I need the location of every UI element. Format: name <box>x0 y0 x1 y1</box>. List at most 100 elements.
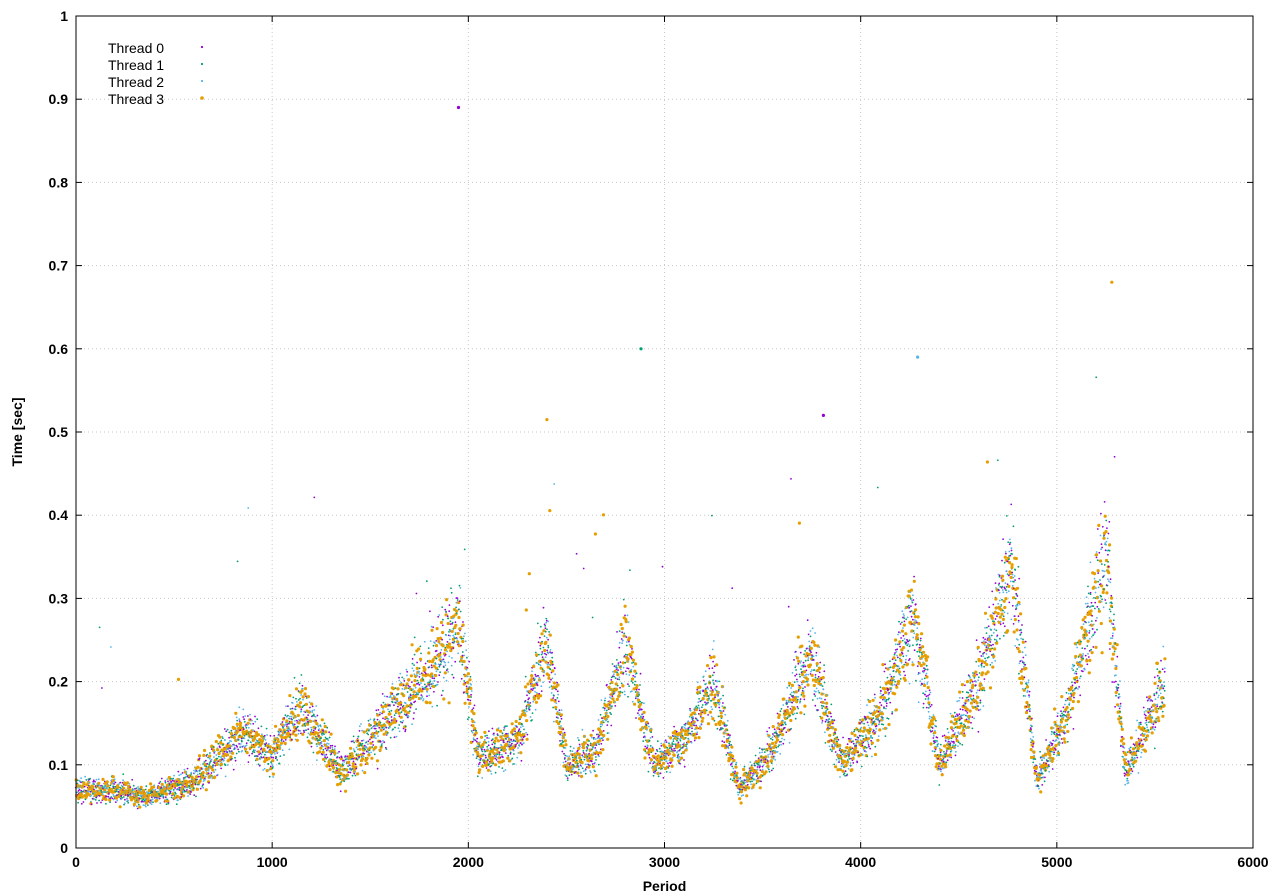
scatter-point <box>515 743 517 746</box>
scatter-point <box>547 638 549 641</box>
scatter-point <box>625 636 628 638</box>
scatter-point <box>505 738 507 740</box>
scatter-point <box>729 740 731 743</box>
scatter-point <box>727 733 730 736</box>
scatter-point <box>650 731 652 734</box>
scatter-point <box>81 784 85 788</box>
scatter-point <box>257 750 261 754</box>
scatter-point <box>180 796 183 798</box>
scatter-point <box>691 727 693 730</box>
scatter-point <box>789 714 791 717</box>
scatter-point <box>291 738 293 741</box>
scatter-point <box>672 753 676 758</box>
scatter-point <box>499 729 503 733</box>
scatter-point <box>85 779 88 781</box>
scatter-point <box>496 739 500 743</box>
scatter-point <box>646 729 648 731</box>
scatter-point <box>117 790 120 793</box>
scatter-point <box>274 739 277 742</box>
scatter-point <box>491 738 494 741</box>
scatter-point <box>482 746 484 748</box>
scatter-point <box>590 757 594 761</box>
scatter-point <box>506 725 508 728</box>
scatter-point <box>619 690 622 693</box>
scatter-point <box>254 720 257 723</box>
scatter-point <box>778 744 780 746</box>
scatter-point <box>802 690 805 692</box>
scatter-point <box>494 771 497 774</box>
scatter-point <box>301 684 304 687</box>
scatter-point <box>312 729 315 732</box>
scatter-point <box>538 678 541 681</box>
scatter-point <box>711 689 714 691</box>
scatter-point <box>339 790 342 793</box>
scatter-point <box>439 620 444 625</box>
scatter-point <box>455 609 459 613</box>
scatter-point <box>202 763 205 765</box>
scatter-point <box>217 742 220 745</box>
scatter-point <box>160 782 164 787</box>
scatter-point <box>202 780 205 782</box>
scatter-point <box>661 565 664 568</box>
scatter-point <box>387 732 389 734</box>
scatter-point <box>610 713 612 716</box>
scatter-point <box>757 763 760 765</box>
scatter-point <box>258 764 261 767</box>
scatter-point <box>599 725 602 728</box>
scatter-point <box>90 794 92 797</box>
scatter-point <box>617 664 620 666</box>
scatter-point <box>209 752 211 754</box>
scatter-point <box>365 741 368 744</box>
scatter-point <box>271 764 274 767</box>
scatter-point <box>180 783 183 786</box>
scatter-point <box>76 779 79 782</box>
scatter-point <box>701 704 704 706</box>
scatter-point <box>110 796 113 798</box>
scatter-point <box>532 700 534 703</box>
scatter-point <box>312 751 315 754</box>
scatter-point <box>433 677 436 680</box>
scatter-point <box>335 760 337 762</box>
scatter-point <box>262 748 266 753</box>
scatter-point <box>722 702 724 704</box>
scatter-point <box>587 744 590 747</box>
scatter-point <box>190 773 193 775</box>
scatter-point <box>118 783 120 785</box>
scatter-point <box>238 718 241 721</box>
scatter-point <box>269 748 272 751</box>
scatter-point <box>572 764 575 766</box>
scatter-point <box>80 781 82 784</box>
scatter-point <box>799 661 802 664</box>
scatter-point <box>477 748 480 751</box>
scatter-point <box>245 742 248 745</box>
scatter-point <box>213 756 215 758</box>
scatter-point <box>464 681 467 684</box>
scatter-point <box>295 716 297 718</box>
scatter-point <box>185 771 188 773</box>
scatter-point <box>239 721 243 725</box>
scatter-point <box>276 751 279 754</box>
scatter-point <box>264 739 267 741</box>
scatter-point <box>578 775 580 777</box>
scatter-point <box>559 740 561 742</box>
scatter-point <box>208 754 212 758</box>
scatter-point <box>310 702 314 706</box>
scatter-point <box>673 725 675 728</box>
scatter-point <box>240 735 244 739</box>
scatter-point <box>581 728 584 731</box>
scatter-point <box>274 753 276 755</box>
scatter-point <box>684 724 687 727</box>
scatter-point <box>439 663 442 666</box>
scatter-point <box>106 784 110 788</box>
scatter-point <box>514 730 516 733</box>
scatter-point <box>709 681 711 684</box>
scatter-point <box>271 772 275 776</box>
scatter-point <box>170 781 173 783</box>
scatter-point <box>731 587 734 590</box>
scatter-point <box>284 723 287 726</box>
scatter-point <box>219 741 223 745</box>
scatter-point <box>614 705 617 707</box>
scatter-point <box>654 752 657 755</box>
scatter-point <box>751 780 753 783</box>
scatter-point <box>261 733 263 736</box>
